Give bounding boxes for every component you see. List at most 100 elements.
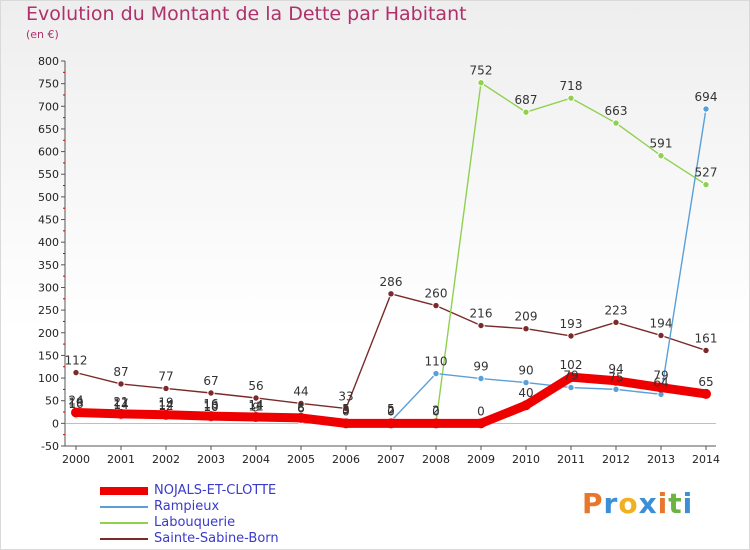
data-label: 0 — [342, 404, 350, 418]
x-tick-label: 2006 — [332, 453, 360, 466]
x-tick-label: 2007 — [377, 453, 405, 466]
y-tick-label: 350 — [38, 259, 59, 272]
data-point — [567, 94, 575, 102]
data-label: 223 — [605, 303, 628, 317]
data-label: 2 — [432, 403, 440, 417]
data-point — [566, 372, 576, 383]
y-tick-label: 100 — [38, 372, 59, 385]
data-label: 33 — [338, 389, 353, 403]
data-label: 10 — [203, 400, 218, 414]
data-label: 2 — [387, 403, 395, 417]
data-label: 56 — [248, 379, 263, 393]
data-label: 286 — [380, 275, 403, 289]
data-label: 5 — [387, 402, 395, 416]
y-tick-label: 450 — [38, 214, 59, 227]
data-label: 99 — [473, 360, 488, 374]
data-point — [386, 418, 396, 429]
legend-swatch-rampieux — [100, 506, 148, 508]
legend-label: Sainte-Sabine-Born — [154, 531, 279, 546]
data-label: 13 — [203, 398, 218, 412]
y-tick-label: 750 — [38, 78, 59, 91]
data-label: 161 — [695, 331, 718, 345]
data-label: 79 — [563, 369, 578, 383]
data-point — [296, 412, 306, 423]
data-label: 75 — [608, 370, 623, 384]
data-point — [657, 151, 665, 160]
data-point — [342, 404, 350, 413]
y-tick-label: 650 — [38, 123, 59, 136]
data-label: 87 — [113, 365, 128, 379]
data-label: 65 — [698, 375, 713, 389]
data-point — [207, 389, 215, 397]
legend-label: Rampieux — [154, 499, 220, 514]
data-label: 112 — [65, 354, 88, 368]
data-label: 193 — [560, 317, 583, 331]
x-tick-label: 2014 — [692, 453, 720, 466]
data-point — [612, 119, 620, 127]
y-tick-label: 550 — [38, 168, 59, 181]
x-tick-label: 2011 — [557, 453, 585, 466]
y-tick-label: 50 — [45, 395, 59, 408]
data-point — [657, 331, 665, 340]
data-label: 19 — [158, 396, 173, 410]
data-label: 102 — [560, 358, 583, 372]
data-label: 16 — [203, 397, 218, 411]
data-point — [116, 408, 126, 419]
data-point — [611, 375, 621, 386]
chart-unit: (en €) — [26, 28, 59, 41]
x-tick-label: 2012 — [602, 453, 630, 466]
data-point — [477, 374, 485, 383]
data-point — [297, 399, 305, 408]
data-label: 527 — [695, 166, 718, 180]
data-label: 718 — [560, 79, 583, 93]
data-label: 8 — [297, 401, 305, 415]
x-tick-label: 2013 — [647, 453, 675, 466]
data-point — [71, 407, 81, 418]
y-tick-label: 200 — [38, 327, 59, 340]
data-label: 694 — [695, 90, 718, 104]
data-label: 24 — [68, 393, 83, 407]
proxiti-logo[interactable]: Proxiti — [582, 487, 694, 520]
data-label: 194 — [650, 316, 673, 330]
data-label: 19 — [68, 396, 83, 410]
data-point — [702, 180, 710, 189]
legend-swatch-sainte-sabine-born — [100, 538, 148, 540]
x-tick-label: 2003 — [197, 453, 225, 466]
data-point — [161, 409, 171, 420]
y-tick-label: 0 — [52, 417, 59, 430]
x-tick-label: 2000 — [62, 453, 90, 466]
x-tick-label: 2001 — [107, 453, 135, 466]
data-point — [117, 380, 125, 388]
data-label: 77 — [158, 369, 173, 383]
data-point — [521, 400, 531, 411]
data-point — [476, 418, 486, 429]
data-point — [702, 346, 710, 355]
y-tick-label: -50 — [41, 440, 59, 453]
data-point — [477, 79, 485, 87]
data-label: 663 — [605, 104, 628, 118]
data-point — [252, 394, 260, 402]
data-point — [341, 418, 351, 429]
y-tick-label: 150 — [38, 349, 59, 362]
data-label: 40 — [518, 386, 533, 400]
data-label: 14 — [248, 398, 263, 412]
x-tick-label: 2009 — [467, 453, 495, 466]
chart-title: Evolution du Montant de la Dette par Hab… — [26, 3, 467, 25]
data-point — [701, 388, 711, 399]
data-label: 79 — [653, 369, 668, 383]
data-label: 44 — [293, 384, 308, 398]
x-tick-label: 2004 — [242, 453, 270, 466]
legend-label: Labouquerie — [154, 515, 236, 530]
data-label: 14 — [113, 398, 128, 412]
data-label: 591 — [650, 137, 673, 151]
data-point — [251, 412, 261, 423]
y-tick-label: 500 — [38, 191, 59, 204]
data-label: 0 — [477, 404, 485, 418]
data-point — [72, 368, 80, 377]
legend-label: NOJALS-ET-CLOTTE — [154, 483, 277, 498]
x-tick-label: 2005 — [287, 453, 315, 466]
legend-swatch-labouquerie — [100, 522, 148, 524]
data-point — [387, 290, 395, 298]
data-label: 12 — [158, 399, 173, 413]
